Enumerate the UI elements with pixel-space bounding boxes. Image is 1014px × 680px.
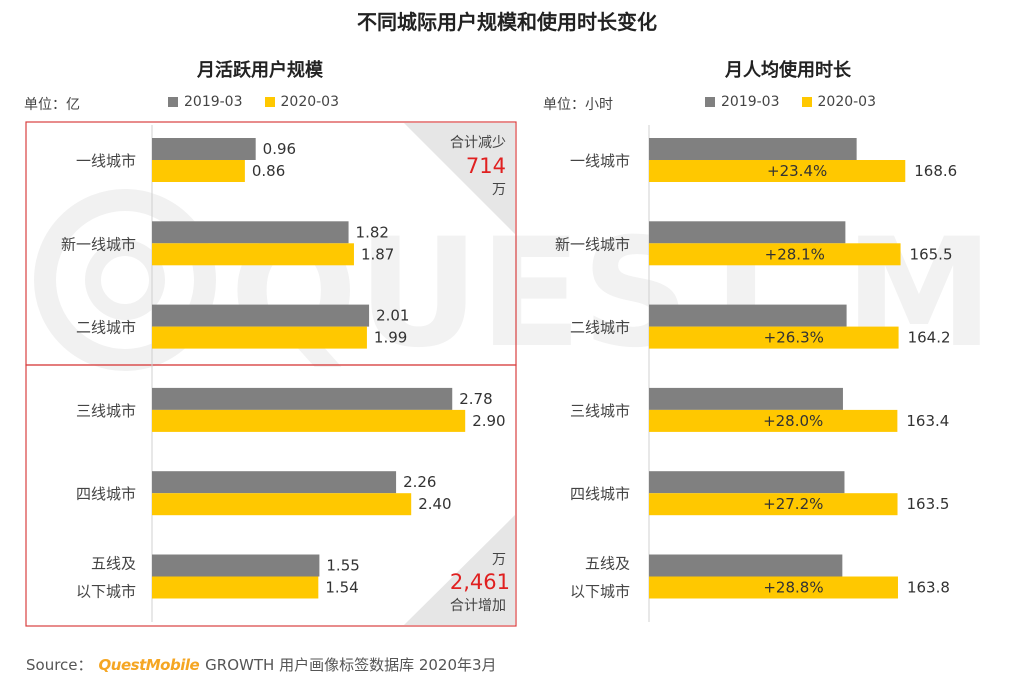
bar-2019-03 <box>649 138 857 160</box>
bar-2020-03 <box>152 160 245 182</box>
annotation-top-value: 714 <box>466 154 506 178</box>
data-label: 2.78 <box>459 390 492 408</box>
bar-2019-03 <box>152 554 320 577</box>
bar-2019-03 <box>649 554 843 577</box>
category-label: 以下城市 <box>76 583 136 601</box>
data-label: 163.4 <box>906 412 949 430</box>
bar-2020-03 <box>649 243 901 266</box>
bar-2020-03 <box>152 409 466 432</box>
data-label: 163.8 <box>907 579 950 597</box>
data-label: 1.55 <box>326 557 359 575</box>
growth-label: +28.0% <box>763 412 823 430</box>
legend-item-2019: 2019-03 <box>168 94 243 110</box>
bar-2020-03 <box>649 493 898 516</box>
brand-logo-text: QuestMobile <box>98 656 200 674</box>
legend-swatch-gray <box>705 97 715 107</box>
bar-2019-03 <box>152 138 256 160</box>
legend-item-2019: 2019-03 <box>705 94 780 110</box>
data-label: 164.2 <box>908 329 951 347</box>
category-label: 以下城市 <box>570 583 630 601</box>
data-label: 168.6 <box>914 162 957 180</box>
annotation-bottom-suffix: 万 <box>492 552 506 568</box>
growth-label: +28.1% <box>765 245 825 263</box>
bar-2020-03 <box>649 409 898 432</box>
category-label: 四线城市 <box>76 485 136 503</box>
bar-2020-03 <box>649 576 898 599</box>
annotation-bottom-label: 合计增加 <box>450 598 506 614</box>
left-legend: 2019-03 2020-03 <box>168 94 339 110</box>
category-label: 二线城市 <box>570 319 630 337</box>
annotation-bottom-value: 2,461 <box>450 570 510 594</box>
growth-label: +28.8% <box>763 579 823 597</box>
data-label: 1.54 <box>325 579 358 597</box>
data-label: 2.01 <box>376 307 409 325</box>
growth-label: +26.3% <box>764 329 824 347</box>
bar-2019-03 <box>152 471 397 494</box>
corner-triangle-bottom <box>404 515 515 625</box>
left-unit: 单位：亿 <box>24 97 80 113</box>
category-label: 新一线城市 <box>555 235 630 253</box>
data-label: 0.96 <box>263 140 296 158</box>
corner-triangle-top <box>404 123 515 234</box>
bar-2020-03 <box>152 493 412 516</box>
data-label: 1.99 <box>374 329 407 347</box>
category-label: 一线城市 <box>570 152 630 170</box>
data-label: 0.86 <box>252 162 285 180</box>
growth-label: +23.4% <box>767 162 827 180</box>
bar-2020-03 <box>649 326 899 349</box>
category-label: 三线城市 <box>76 402 136 420</box>
data-label: 1.87 <box>361 245 394 263</box>
legend-item-2020: 2020-03 <box>801 94 876 110</box>
bar-2019-03 <box>152 221 349 244</box>
category-label: 一线城市 <box>76 152 136 170</box>
bar-2020-03 <box>152 326 367 349</box>
bar-2019-03 <box>649 221 846 244</box>
legend-swatch-yellow <box>801 97 812 107</box>
category-label: 二线城市 <box>76 319 136 337</box>
data-label: 165.5 <box>910 245 953 263</box>
growth-label: +27.2% <box>763 495 823 513</box>
legend-swatch-gray <box>168 97 178 107</box>
category-label: 三线城市 <box>570 402 630 420</box>
bar-2019-03 <box>649 304 847 327</box>
category-label: 四线城市 <box>570 485 630 503</box>
bar-2020-03 <box>649 160 906 182</box>
data-label: 2.40 <box>418 495 451 513</box>
bar-2020-03 <box>152 243 354 266</box>
legend-swatch-yellow <box>264 97 275 107</box>
group-box-bottom <box>25 364 517 627</box>
category-label: 五线及 <box>91 555 136 573</box>
bar-2019-03 <box>649 387 843 410</box>
legend-item-2020: 2020-03 <box>264 94 339 110</box>
data-label: 163.5 <box>907 495 950 513</box>
category-label: 新一线城市 <box>61 235 136 253</box>
bar-2019-03 <box>152 304 370 327</box>
annotation-top-suffix: 万 <box>492 182 506 198</box>
annotation-top-label: 合计减少 <box>450 135 506 151</box>
data-label: 1.82 <box>356 223 389 241</box>
source-text: GROWTH 用户画像标签数据库 2020年3月 <box>205 656 497 674</box>
source-prefix: Source： <box>26 656 93 674</box>
left-panel-title: 月活跃用户规模 <box>197 60 323 81</box>
right-unit: 单位：小时 <box>543 97 613 113</box>
data-label: 2.90 <box>472 412 505 430</box>
main-title: 不同城际用户规模和使用时长变化 <box>357 10 657 34</box>
right-legend: 2019-03 2020-03 <box>705 94 876 110</box>
bar-2019-03 <box>649 471 845 494</box>
category-label: 五线及 <box>585 555 630 573</box>
bar-2020-03 <box>152 576 319 599</box>
source-line: Source： QuestMobile GROWTH 用户画像标签数据库 202… <box>26 654 497 675</box>
data-label: 2.26 <box>403 473 436 491</box>
right-panel-title: 月人均使用时长 <box>725 60 851 81</box>
bar-2019-03 <box>152 387 453 410</box>
